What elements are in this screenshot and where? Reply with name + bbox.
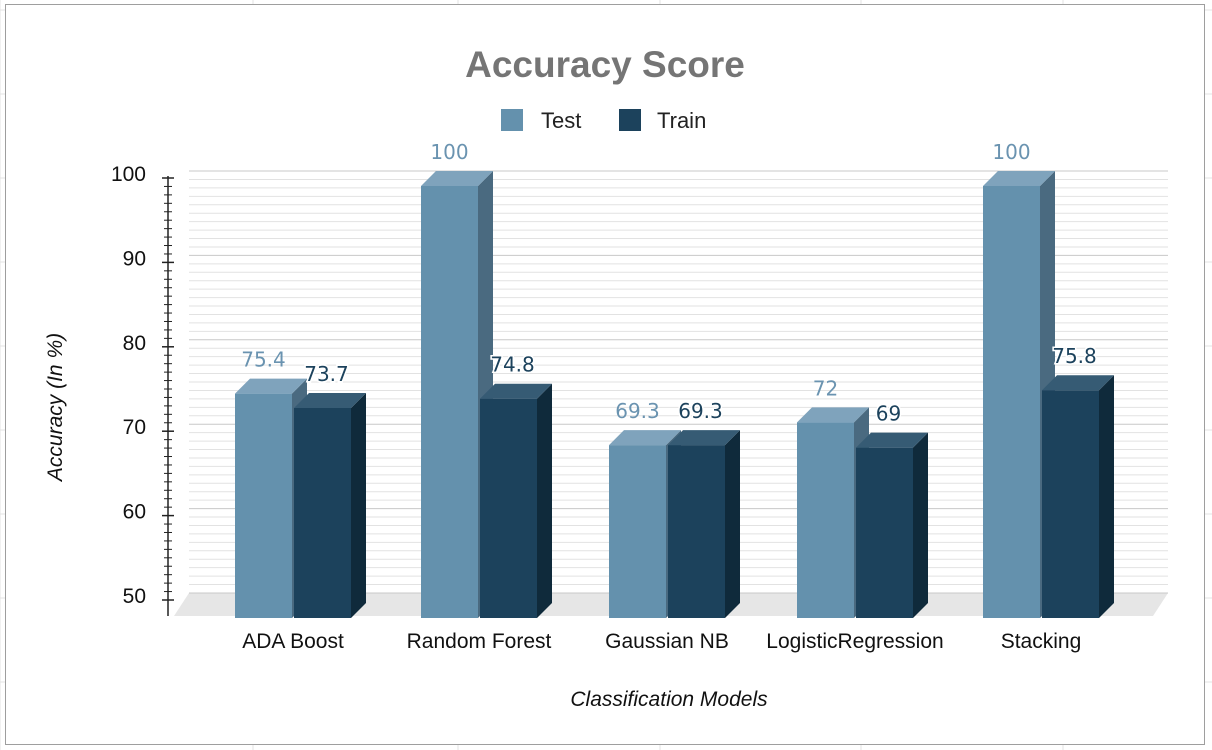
bar-front-train [668, 445, 725, 618]
y-tick-label: 100 [111, 163, 146, 186]
bar-top-test [235, 378, 307, 394]
bar-side-train [1099, 375, 1114, 618]
bar-top-train [668, 430, 740, 446]
data-label-test: 75.4 [241, 348, 286, 372]
data-label-train: 73.7 [304, 362, 349, 386]
data-label-train: 75.8 [1052, 344, 1097, 368]
bar-front-train [1042, 390, 1099, 618]
x-category-label: Stacking [1001, 630, 1082, 653]
y-tick-label: 90 [123, 247, 146, 270]
legend-label-train: Train [657, 108, 706, 133]
x-axis-title: Classification Models [570, 688, 768, 711]
bar-front-test [421, 186, 478, 618]
accuracy-chart: Accuracy Score Test Train 1009080706050 … [44, 44, 1168, 711]
bar-top-train [1042, 375, 1114, 391]
data-labels: 75.4 73.7 100 74.8 69.3 69.3 72 69 100 75.8 [241, 140, 1098, 427]
bars [235, 171, 1114, 618]
bar-top-test [609, 430, 681, 446]
bar-side-train [725, 430, 740, 618]
chart-container[interactable]: Accuracy Score Test Train 100 90 80 70 60 50 … [5, 4, 1205, 745]
y-tick-label: 80 [123, 332, 146, 355]
y-tick-label: 50 [123, 585, 146, 608]
bar-top-test [797, 407, 869, 423]
legend-swatch-train [619, 109, 641, 131]
bar-top-test [983, 171, 1055, 186]
x-category-label: Gaussian NB [605, 630, 729, 653]
legend: Test Train [501, 108, 706, 133]
bar-side-train [913, 432, 928, 618]
data-label-train: 74.8 [490, 353, 535, 377]
data-label-train: 69.3 [678, 399, 723, 423]
data-label-test: 72 [813, 376, 838, 400]
data-label-test: 100 [430, 140, 468, 164]
chart-title: Accuracy Score [465, 44, 745, 85]
bar-front-train [294, 407, 351, 618]
bar-top-test [421, 171, 493, 186]
y-tick-label: 70 [123, 416, 146, 439]
y-axis: 100 90 80 70 60 50 [111, 163, 174, 616]
bar-top-train [480, 383, 552, 399]
bar-front-test [983, 186, 1040, 618]
bar-front-test [235, 393, 292, 618]
data-label-train: 69 [876, 402, 901, 426]
bar-front-train [480, 398, 537, 618]
legend-label-test: Test [541, 108, 581, 133]
y-tick-label: 60 [123, 501, 146, 524]
bar-top-train [294, 392, 366, 408]
bar-side-train [351, 392, 366, 618]
x-category-label: Random Forest [407, 630, 552, 653]
legend-swatch-test [501, 109, 523, 131]
data-label-test: 100 [992, 140, 1030, 164]
x-category-label: ADA Boost [242, 630, 344, 653]
y-axis-title: Accuracy (In %) [44, 333, 67, 483]
x-category-label: LogisticRegression [766, 630, 943, 653]
bar-side-train [537, 383, 552, 618]
bar-front-test [609, 445, 666, 618]
bar-front-test [797, 422, 854, 618]
bar-front-train [856, 447, 913, 618]
x-axis-labels: ADA Boost Random Forest Gaussian NB Logisti… [242, 630, 1081, 653]
data-label-test: 69.3 [615, 399, 660, 423]
bar-top-train [856, 432, 928, 448]
